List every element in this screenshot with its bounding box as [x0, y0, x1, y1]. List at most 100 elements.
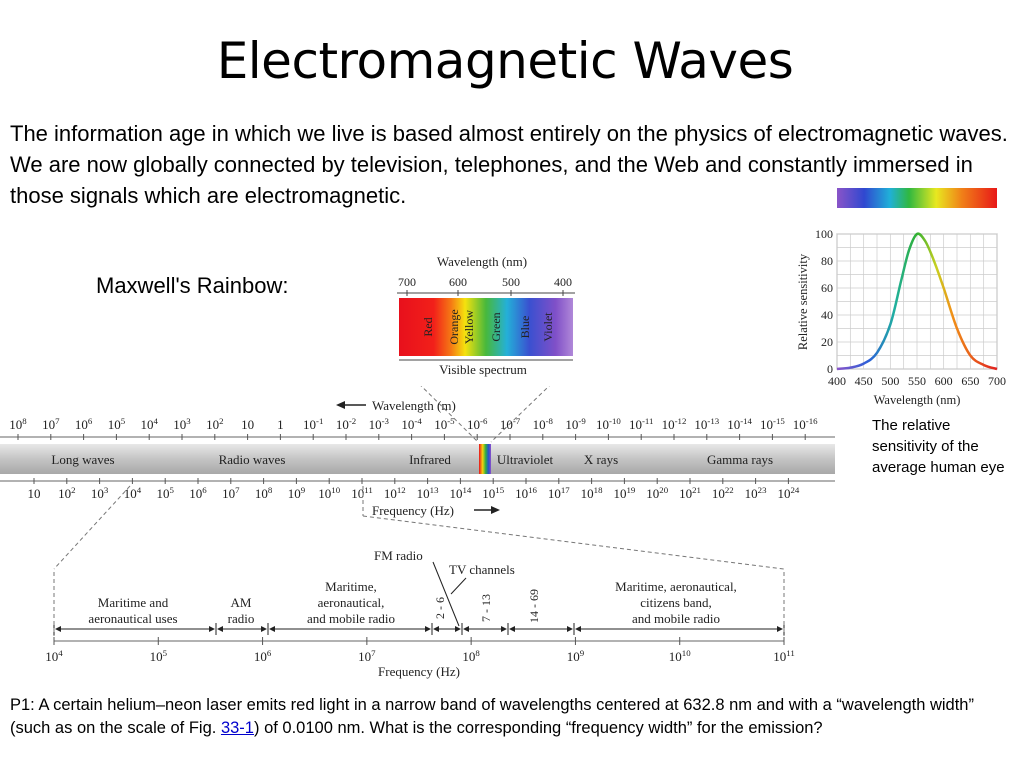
visible-spectrum-label: Visible spectrum	[439, 362, 527, 377]
band-label-yellow: Yellow	[462, 310, 476, 344]
frequency-tick: 1015	[482, 485, 504, 501]
radio-frequency-tick-labels: 104 105 106 107 108 109 1010 1011	[45, 637, 795, 664]
tv-channels-label: TV channels	[449, 562, 515, 577]
radio-frequency-tick: 104	[45, 648, 63, 664]
frequency-tick: 1018	[581, 485, 603, 501]
segment-line: Maritime and	[98, 595, 169, 610]
wavelength-tick: 10-11	[629, 416, 653, 432]
segment-line: aeronautical,	[318, 595, 385, 610]
frequency-tick: 1019	[613, 485, 635, 501]
frequency-tick: 1020	[646, 485, 668, 501]
band-label: Gamma rays	[707, 452, 773, 467]
segment-arrows	[53, 623, 785, 635]
band-label-blue: Blue	[518, 316, 532, 339]
tv-channel: 2 - 6	[433, 597, 447, 619]
frequency-arrow-icon	[474, 506, 500, 514]
visible-axis-title: Wavelength (nm)	[437, 254, 527, 269]
eye-y-tick: 80	[821, 254, 833, 268]
color-strip	[837, 188, 997, 208]
radio-frequency-tick: 106	[254, 648, 272, 664]
wavelength-tick: 1	[277, 417, 284, 432]
band-label-violet: Violet	[541, 312, 555, 342]
frequency-tick: 105	[156, 485, 174, 501]
frequency-tick: 1012	[384, 485, 406, 501]
segment-line: Maritime, aeronautical,	[615, 579, 737, 594]
wavelength-arrow-icon	[336, 401, 366, 409]
wavelength-tick: 106	[75, 416, 93, 432]
frequency-tick: 1014	[449, 485, 471, 501]
problem-text-end: ) of 0.0100 nm. What is the correspondin…	[253, 719, 823, 737]
eye-x-tick: 400	[828, 374, 846, 388]
frequency-tick-labels: 10 102 103 104 105 106 107 108 109 1010 1011 1012 10…	[28, 485, 800, 501]
wavelength-tick: 10-1	[303, 416, 323, 432]
eye-x-tick: 550	[908, 374, 926, 388]
wavelength-tick: 104	[140, 416, 158, 432]
radio-frequency-tick: 105	[150, 648, 168, 664]
maxwell-rainbow-label: Maxwell's Rainbow:	[96, 273, 289, 298]
eye-caption: The relative sensitivity of the average …	[872, 417, 1005, 476]
wavelength-tick: 107	[42, 416, 60, 432]
band-label-red: Red	[421, 317, 435, 336]
wavelength-tick: 10-8	[533, 416, 554, 432]
sensitivity-curve	[836, 232, 998, 371]
problem-text-start: P1: A certain helium–neon laser emits re…	[10, 696, 974, 737]
eye-ylabel: Relative sensitivity	[796, 253, 810, 350]
intro-paragraph: The information age in which we live is …	[10, 121, 1008, 208]
frequency-tick: 10	[28, 486, 41, 501]
wavelength-tick: 10-3	[369, 416, 390, 432]
band-label: Long waves	[51, 452, 114, 467]
tv-channel: 7 - 13	[479, 594, 493, 622]
wavelength-tick: 10-10	[596, 416, 621, 432]
wavelength-tick-labels: 108 107 106 105 104 103 102 10 1 10-1 10-2 10-3 10-4…	[9, 416, 818, 432]
segment-line: and mobile radio	[307, 611, 395, 626]
eye-y-tick: 0	[827, 362, 833, 376]
visible-spectrum-bar	[399, 298, 573, 356]
frequency-tick: 1016	[515, 485, 537, 501]
frequency-tick: 1011	[351, 485, 373, 501]
problem-text: P1: A certain helium–neon laser emits re…	[10, 694, 1015, 740]
band-label: X rays	[584, 452, 618, 467]
wavelength-tick: 10-13	[694, 416, 719, 432]
eye-x-tick: 650	[961, 374, 979, 388]
wavelength-tick: 10-16	[793, 416, 818, 432]
frequency-tick: 1024	[777, 485, 799, 501]
eye-y-tick: 60	[821, 281, 833, 295]
wavelength-tick: 10-12	[662, 416, 687, 432]
wavelength-label: Wavelength (m)	[372, 398, 456, 413]
visible-spectrum-diagram: Wavelength (nm) 700 600 500 400 Red Oran…	[397, 254, 575, 377]
eye-x-tick: 600	[935, 374, 953, 388]
eye-x-tick: 700	[988, 374, 1006, 388]
em-band-bar	[0, 444, 835, 474]
frequency-tick: 1021	[679, 485, 701, 501]
segment-line: citizens band,	[640, 595, 711, 610]
tv-channel: 14 - 69	[527, 589, 541, 623]
radio-frequency-tick: 1011	[773, 648, 795, 664]
wavelength-tick: 10-5	[434, 416, 455, 432]
visible-tick: 600	[449, 275, 467, 289]
frequency-tick: 102	[58, 485, 75, 501]
frequency-tick: 107	[222, 485, 240, 501]
frequency-tick: 108	[255, 485, 273, 501]
wavelength-tick: 10-14	[727, 416, 752, 432]
figure-link[interactable]: 33-1	[220, 719, 254, 737]
wavelength-tick: 10-7	[500, 416, 521, 432]
frequency-tick: 109	[288, 485, 306, 501]
band-label: Ultraviolet	[497, 452, 554, 467]
wavelength-tick: 10-15	[760, 416, 785, 432]
eye-x-tick: 500	[881, 374, 899, 388]
em-spectrum-diagram: Wavelength (m) 108 107 106 105 104 103 102 10 1 1…	[0, 386, 835, 679]
frequency-tick: 104	[124, 485, 142, 501]
eye-sensitivity-chart: 0 20 40 60 80 100 400 450 500 550 600 650 700 Relat…	[796, 188, 1006, 407]
frequency-tick: 1013	[417, 485, 439, 501]
band-label-orange: Orange	[447, 309, 461, 344]
frequency-tick: 1022	[712, 485, 734, 501]
wavelength-tick: 103	[173, 416, 191, 432]
wavelength-tick: 105	[108, 416, 126, 432]
frequency-tick: 103	[91, 485, 109, 501]
visible-tick: 700	[398, 275, 416, 289]
eye-x-tick: 450	[855, 374, 873, 388]
eye-y-tick: 100	[815, 227, 833, 241]
radio-frequency-label: Frequency (Hz)	[378, 664, 460, 679]
frequency-tick: 1023	[745, 485, 767, 501]
radio-frequency-tick: 107	[358, 648, 376, 664]
